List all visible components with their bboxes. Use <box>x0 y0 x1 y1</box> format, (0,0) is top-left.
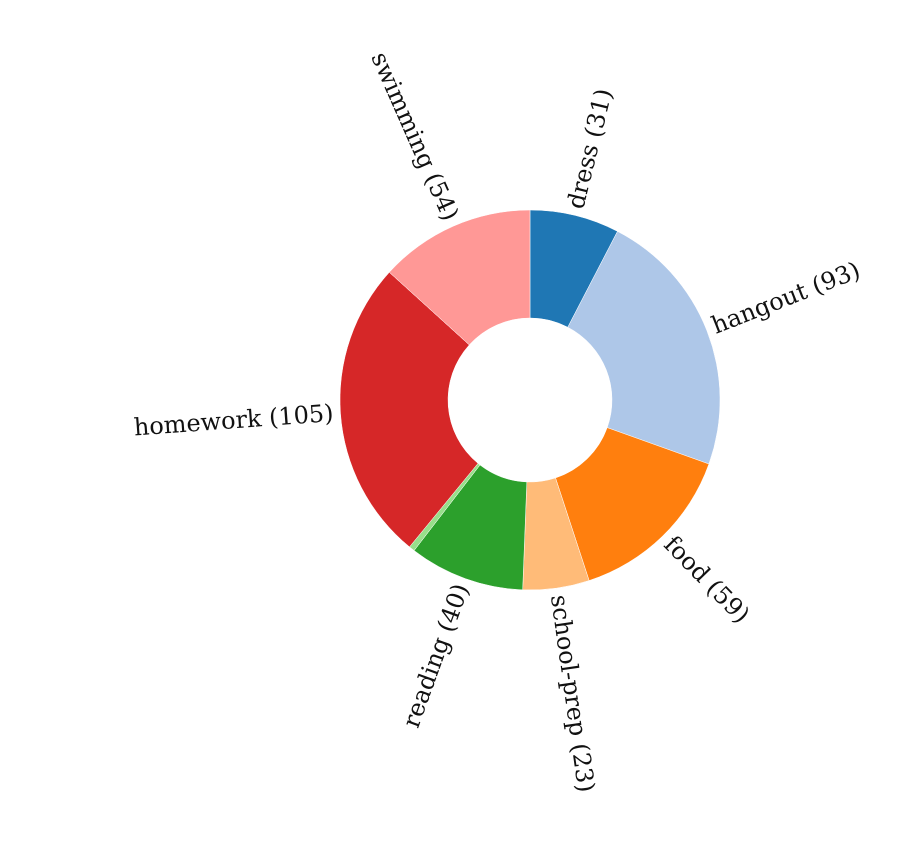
donut-slices <box>339 209 721 591</box>
slice-swimming <box>388 209 531 346</box>
label-school-prep: school-prep (23) <box>545 593 600 794</box>
label-reading: reading (40) <box>397 580 475 731</box>
slice-food <box>555 427 710 581</box>
label-homework: homework (105) <box>133 399 335 442</box>
label-swimming: swimming (54) <box>365 48 464 225</box>
label-food: food (59) <box>658 530 755 628</box>
slice-hangout <box>567 231 721 465</box>
slice-labels: dress (31) hangout (93) food (59) school-pr… <box>133 48 864 794</box>
slice-homework <box>339 271 479 548</box>
label-hangout: hangout (93) <box>708 256 864 339</box>
label-dress: dress (31) <box>562 86 618 212</box>
